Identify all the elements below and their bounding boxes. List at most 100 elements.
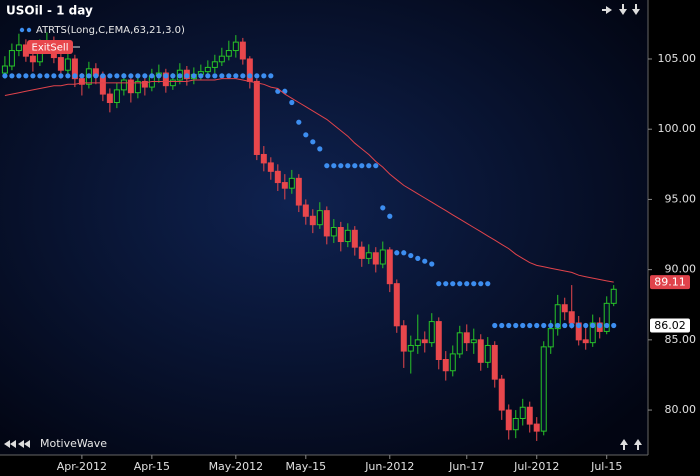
indicator-dot bbox=[548, 322, 554, 329]
x-tick-label: Jul-15 bbox=[590, 460, 622, 473]
candle-body bbox=[330, 227, 337, 237]
candle-body bbox=[274, 170, 281, 184]
indicator-dot bbox=[30, 73, 36, 79]
annotation-box bbox=[27, 40, 73, 54]
candle-body bbox=[428, 321, 435, 344]
y-tick-label: 95.00 bbox=[665, 192, 697, 205]
indicator-dot bbox=[58, 73, 64, 79]
indicator-dot bbox=[107, 73, 113, 79]
indicator-dot bbox=[72, 73, 78, 79]
candle-body bbox=[309, 215, 316, 226]
indicator-dot bbox=[86, 73, 92, 79]
y-tick-label: 85.00 bbox=[665, 333, 697, 346]
candle-body bbox=[435, 321, 442, 361]
candle-body bbox=[372, 252, 379, 265]
candle-body bbox=[603, 302, 610, 332]
indicator-dot bbox=[2, 73, 8, 79]
indicator-dot bbox=[303, 132, 309, 138]
indicator-dot bbox=[604, 322, 610, 329]
indicator-dot bbox=[142, 73, 148, 79]
indicator-dot bbox=[296, 119, 302, 125]
candle-body bbox=[99, 75, 106, 95]
indicator-dot bbox=[485, 281, 491, 287]
candle-body bbox=[414, 339, 421, 346]
candle-body bbox=[386, 249, 393, 285]
indicator-dot bbox=[338, 163, 344, 169]
indicator-dot bbox=[562, 322, 568, 329]
candle-body bbox=[253, 80, 260, 155]
candle-body bbox=[204, 66, 211, 73]
candle-body bbox=[1, 65, 8, 74]
indicator-dot bbox=[310, 139, 316, 145]
indicator-dot bbox=[520, 322, 526, 329]
candle-body bbox=[547, 328, 554, 348]
indicator-dot bbox=[380, 205, 386, 211]
candle-body bbox=[106, 93, 113, 104]
indicator-dot bbox=[450, 281, 456, 287]
indicator-dot bbox=[597, 322, 603, 329]
indicator-dot bbox=[331, 163, 337, 169]
candle-body bbox=[64, 58, 71, 71]
indicator-dot bbox=[37, 73, 43, 79]
indicator-dot bbox=[590, 322, 596, 329]
indicator-dot bbox=[226, 73, 232, 79]
candle-body bbox=[267, 162, 274, 172]
plot-layer bbox=[1, 32, 617, 441]
candle-body bbox=[316, 210, 323, 226]
price-axis-area bbox=[648, 0, 700, 476]
legend-marker bbox=[19, 27, 25, 33]
x-tick-label: Jul-2012 bbox=[513, 460, 559, 473]
x-tick-label: May-2012 bbox=[209, 460, 264, 473]
candle-body bbox=[141, 80, 148, 88]
indicator-dot bbox=[44, 73, 50, 79]
indicator-dot bbox=[611, 322, 617, 329]
nav-icons[interactable] bbox=[4, 4, 642, 450]
candle-body bbox=[407, 344, 414, 352]
annotation: ExitSell bbox=[32, 43, 69, 54]
candle-body bbox=[295, 177, 302, 206]
indicator-dot bbox=[429, 261, 435, 267]
candle-body bbox=[470, 339, 477, 344]
candle-body bbox=[232, 41, 239, 52]
brand: MotiveWave bbox=[40, 437, 107, 450]
indicator-dot bbox=[170, 73, 176, 79]
candle-body bbox=[211, 61, 218, 68]
indicator-dot bbox=[408, 252, 414, 259]
indicator-dot bbox=[219, 73, 225, 79]
last-value-box bbox=[650, 318, 690, 333]
x-tick-label: Apr-2012 bbox=[57, 460, 107, 473]
candle-body bbox=[568, 311, 575, 324]
indicator-dot bbox=[51, 73, 57, 79]
indicator-dot bbox=[436, 281, 442, 287]
indicator-dot bbox=[79, 73, 85, 79]
indicator-dot bbox=[464, 281, 470, 287]
indicator-dot bbox=[366, 163, 372, 169]
indicator-dot bbox=[534, 322, 540, 329]
indicator-dot bbox=[415, 255, 421, 261]
candle-body bbox=[484, 344, 491, 363]
indicator-dot bbox=[387, 213, 393, 219]
indicator-dot bbox=[499, 322, 505, 329]
candle-body bbox=[351, 229, 358, 248]
candle-body bbox=[365, 252, 372, 259]
candle-body bbox=[57, 57, 64, 71]
candle-body bbox=[379, 249, 386, 265]
indicator-dot bbox=[156, 73, 162, 79]
indicator-dot bbox=[254, 73, 260, 79]
candle-body bbox=[15, 44, 22, 52]
candle-body bbox=[239, 41, 246, 60]
candle-body bbox=[582, 339, 589, 344]
indicator-dot bbox=[394, 250, 400, 256]
candle-body bbox=[533, 423, 540, 432]
candle-body bbox=[393, 283, 400, 327]
indicator-dot bbox=[422, 258, 428, 264]
candle-body bbox=[127, 79, 134, 94]
candle-body bbox=[29, 55, 36, 63]
indicator-dot bbox=[359, 163, 365, 169]
indicator-dot bbox=[233, 73, 239, 79]
indicator-dot bbox=[527, 322, 533, 329]
indicator-dot bbox=[100, 73, 106, 79]
candle-body bbox=[463, 332, 470, 344]
x-tick-label: Apr-15 bbox=[134, 460, 170, 473]
